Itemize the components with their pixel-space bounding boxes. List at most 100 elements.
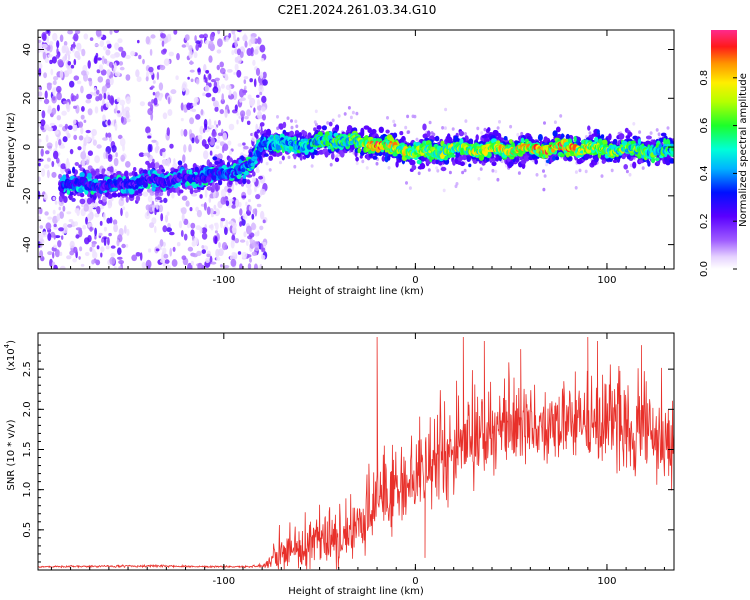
- noise-speckle: [247, 263, 252, 269]
- noise-speckle: [107, 237, 110, 246]
- noise-speckle: [166, 127, 170, 137]
- noise-speckle: [181, 213, 185, 222]
- noise-speckle: [183, 129, 188, 137]
- halo-speckle: [477, 177, 481, 181]
- ridge-mark: [410, 159, 416, 166]
- noise-speckle: [161, 49, 167, 55]
- ridge-mark: [266, 128, 272, 136]
- noise-speckle: [43, 98, 50, 105]
- noise-speckle: [62, 100, 68, 105]
- noise-speckle: [253, 263, 258, 269]
- noise-speckle: [169, 231, 175, 236]
- noise-speckle: [236, 30, 242, 33]
- ridge-mark: [316, 125, 322, 130]
- noise-speckle: [52, 32, 58, 42]
- noise-speckle: [111, 145, 117, 153]
- noise-speckle: [101, 238, 104, 243]
- noise-speckle: [239, 208, 243, 216]
- noise-speckle: [193, 51, 198, 59]
- halo-speckle: [600, 174, 604, 178]
- noise-speckle: [119, 137, 126, 147]
- noise-speckle: [218, 242, 221, 249]
- noise-speckle: [55, 140, 58, 149]
- noise-speckle: [257, 110, 262, 120]
- halo-speckle: [666, 126, 670, 130]
- noise-speckle: [97, 76, 104, 83]
- noise-speckle: [56, 104, 60, 112]
- ridge-mark: [212, 156, 218, 161]
- noise-speckle: [190, 260, 194, 266]
- noise-speckle: [246, 48, 253, 56]
- ridge-mark: [625, 135, 631, 139]
- noise-speckle: [202, 128, 206, 133]
- noise-speckle: [56, 115, 61, 121]
- halo-speckle: [559, 114, 563, 118]
- ridge-mark: [252, 171, 256, 177]
- halo-speckle: [337, 114, 341, 118]
- noise-speckle: [151, 139, 157, 143]
- noise-speckle: [108, 232, 112, 237]
- noise-speckle: [248, 205, 253, 212]
- ridge-mark: [109, 166, 114, 173]
- ridge-mark: [69, 191, 74, 196]
- noise-speckle: [125, 96, 131, 105]
- ridge-mark: [101, 168, 105, 176]
- noise-speckle: [225, 84, 232, 91]
- noise-speckle: [156, 91, 160, 98]
- ridge-mark: [555, 156, 560, 161]
- noise-speckle: [261, 106, 266, 112]
- noise-speckle: [67, 30, 73, 35]
- ridge-mark: [665, 138, 671, 146]
- noise-speckle: [205, 70, 210, 74]
- noise-speckle: [231, 234, 236, 242]
- noise-speckle: [38, 91, 43, 97]
- noise-speckle: [119, 99, 126, 106]
- noise-speckle: [105, 245, 110, 250]
- noise-speckle: [185, 200, 190, 207]
- noise-speckle: [180, 129, 184, 137]
- halo-speckle: [387, 166, 391, 170]
- ridge-mark: [74, 162, 80, 166]
- noise-speckle: [41, 43, 48, 49]
- noise-speckle: [100, 252, 103, 258]
- noise-speckle: [93, 56, 98, 64]
- ridge-mark: [600, 134, 605, 139]
- noise-speckle: [199, 125, 204, 135]
- noise-speckle: [46, 82, 52, 91]
- noise-speckle: [216, 64, 220, 71]
- halo-speckle: [417, 171, 421, 176]
- noise-speckle: [69, 148, 74, 155]
- noise-speckle: [147, 135, 152, 139]
- halo-speckle: [279, 160, 282, 165]
- noise-speckle: [181, 83, 186, 92]
- halo-speckle: [310, 164, 314, 168]
- noise-speckle: [214, 106, 219, 112]
- ridge-mark: [459, 138, 464, 145]
- noise-speckle: [56, 157, 60, 164]
- noise-speckle: [42, 51, 47, 60]
- halo-speckle: [265, 161, 269, 166]
- noise-speckle: [171, 259, 178, 267]
- noise-speckle: [205, 92, 212, 98]
- noise-speckle: [44, 211, 49, 216]
- noise-speckle: [49, 59, 53, 65]
- noise-speckle: [110, 97, 114, 106]
- noise-speckle: [98, 199, 103, 204]
- noise-speckle: [217, 132, 223, 137]
- ridge-mark: [537, 134, 543, 142]
- noise-speckle: [204, 143, 210, 150]
- halo-speckle: [404, 125, 408, 130]
- ridge-mark: [395, 161, 399, 168]
- noise-speckle: [57, 240, 62, 248]
- noise-speckle: [47, 232, 52, 241]
- ridge-mark: [468, 163, 472, 168]
- noise-speckle: [67, 224, 73, 228]
- noise-speckle: [216, 49, 222, 54]
- noise-speckle: [152, 91, 156, 96]
- noise-speckle: [126, 228, 130, 236]
- noise-speckle: [183, 144, 187, 153]
- noise-speckle: [180, 207, 187, 215]
- halo-speckle: [578, 168, 582, 173]
- noise-speckle: [69, 80, 75, 88]
- noise-speckle: [243, 145, 249, 150]
